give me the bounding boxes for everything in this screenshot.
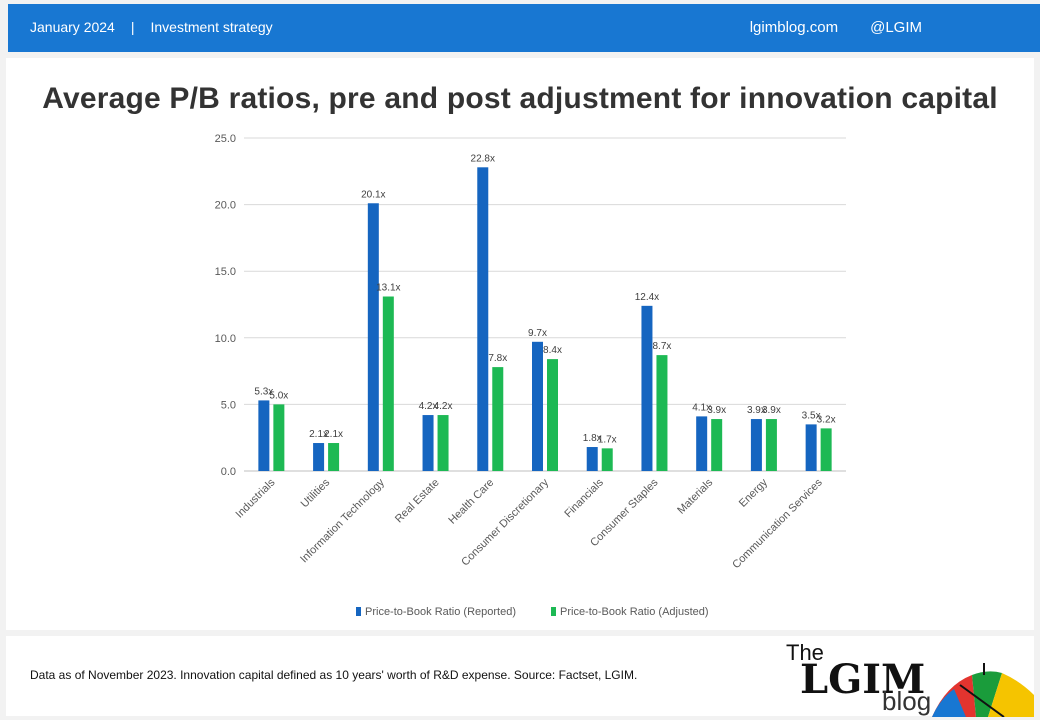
data-label: 9.7x xyxy=(528,328,547,339)
bar-reported xyxy=(422,415,434,471)
x-tick-label: Industrials xyxy=(234,476,278,520)
logo-the: The xyxy=(786,640,824,665)
x-tick-label: Energy xyxy=(737,476,770,509)
x-tick-label: Communication Services xyxy=(730,476,825,571)
data-label: 3.9x xyxy=(707,405,726,416)
bar-reported xyxy=(532,341,543,471)
data-label: 5.3x xyxy=(254,386,273,397)
bar-reported xyxy=(313,443,325,471)
chart-panel xyxy=(6,58,1034,630)
bar-reported xyxy=(477,167,489,471)
data-label: 7.8x xyxy=(488,353,507,364)
x-tick-label: Utilities xyxy=(299,476,333,510)
data-label: 4.2x xyxy=(434,401,453,412)
data-label: 8.7x xyxy=(653,341,672,352)
x-tick-label: Real Estate xyxy=(393,477,442,526)
header-separator: | xyxy=(130,19,135,35)
data-label: 5.0x xyxy=(269,390,288,401)
bar-adjusted xyxy=(656,355,668,471)
bar-reported xyxy=(586,447,598,471)
data-label: 4.2x xyxy=(419,401,438,412)
site-link[interactable]: lgimblog.com xyxy=(749,19,839,36)
bar-adjusted xyxy=(765,419,777,471)
legend-label: Price-to-Book Ratio (Adjusted) xyxy=(560,606,709,618)
header-date: January 2024 xyxy=(30,19,115,35)
data-label: 4.1x xyxy=(692,402,711,413)
footer-panel xyxy=(6,636,1034,716)
data-label: 8.4x xyxy=(543,345,562,356)
legend-swatch xyxy=(551,607,556,616)
data-label: 22.8x xyxy=(471,153,495,164)
y-tick-label: 5.0 xyxy=(221,399,236,411)
data-label: 3.2x xyxy=(817,414,836,425)
bar-reported xyxy=(258,400,270,471)
data-label: 12.4x xyxy=(635,292,659,303)
data-label: 2.1x xyxy=(309,429,328,440)
bar-adjusted xyxy=(273,404,285,471)
data-label: 1.8x xyxy=(583,433,602,444)
lgim-blog-logo: The LGIM blog xyxy=(778,640,948,718)
header-section[interactable]: Investment strategy xyxy=(150,19,273,35)
bar-reported xyxy=(696,416,708,471)
twitter-handle-link[interactable]: @LGIM xyxy=(870,19,922,36)
bar-adjusted xyxy=(547,359,558,471)
footnote: Data as of November 2023. Innovation cap… xyxy=(30,668,638,682)
bar-adjusted xyxy=(711,419,723,471)
bar-reported xyxy=(750,419,762,471)
legend-label: Price-to-Book Ratio (Reported) xyxy=(365,606,516,618)
logo-lgim: LGIM xyxy=(800,656,926,703)
legend-swatch xyxy=(356,607,361,616)
data-label: 2.1x xyxy=(324,429,343,440)
y-tick-label: 25.0 xyxy=(215,133,236,145)
bar-adjusted xyxy=(492,367,504,471)
bar-reported xyxy=(641,305,653,471)
x-tick-label: Health Care xyxy=(446,477,496,527)
bar-reported xyxy=(367,203,379,471)
data-label: 3.5x xyxy=(802,410,821,421)
data-label: 1.7x xyxy=(598,434,617,445)
chart-title: Average P/B ratios, pre and post adjustm… xyxy=(42,82,998,115)
header-bar: January 2024 | Investment strategy lgimb… xyxy=(8,4,1040,52)
y-tick-label: 15.0 xyxy=(215,266,236,278)
data-label: 3.9x xyxy=(747,405,766,416)
y-tick-label: 0.0 xyxy=(221,466,236,478)
bar-adjusted xyxy=(601,448,613,471)
y-tick-label: 10.0 xyxy=(215,333,236,345)
data-label: 13.1x xyxy=(376,283,400,294)
y-tick-label: 20.0 xyxy=(215,200,236,212)
logo-blog: blog xyxy=(882,686,932,716)
bar-adjusted xyxy=(437,415,449,471)
data-label: 20.1x xyxy=(361,189,385,200)
bar-adjusted xyxy=(328,443,340,471)
umbrella-icon xyxy=(932,663,1034,717)
bar-adjusted xyxy=(820,428,832,471)
bar-chart: 0.0 5.0 10.0 15.0 20.0 25.0 5.3x5.0x Industrial… xyxy=(215,133,846,618)
x-tick-label: Materials xyxy=(675,476,715,516)
data-label: 3.9x xyxy=(762,405,781,416)
x-tick-label: Financials xyxy=(562,476,606,520)
bar-reported xyxy=(805,424,817,471)
bar-adjusted xyxy=(382,296,394,471)
